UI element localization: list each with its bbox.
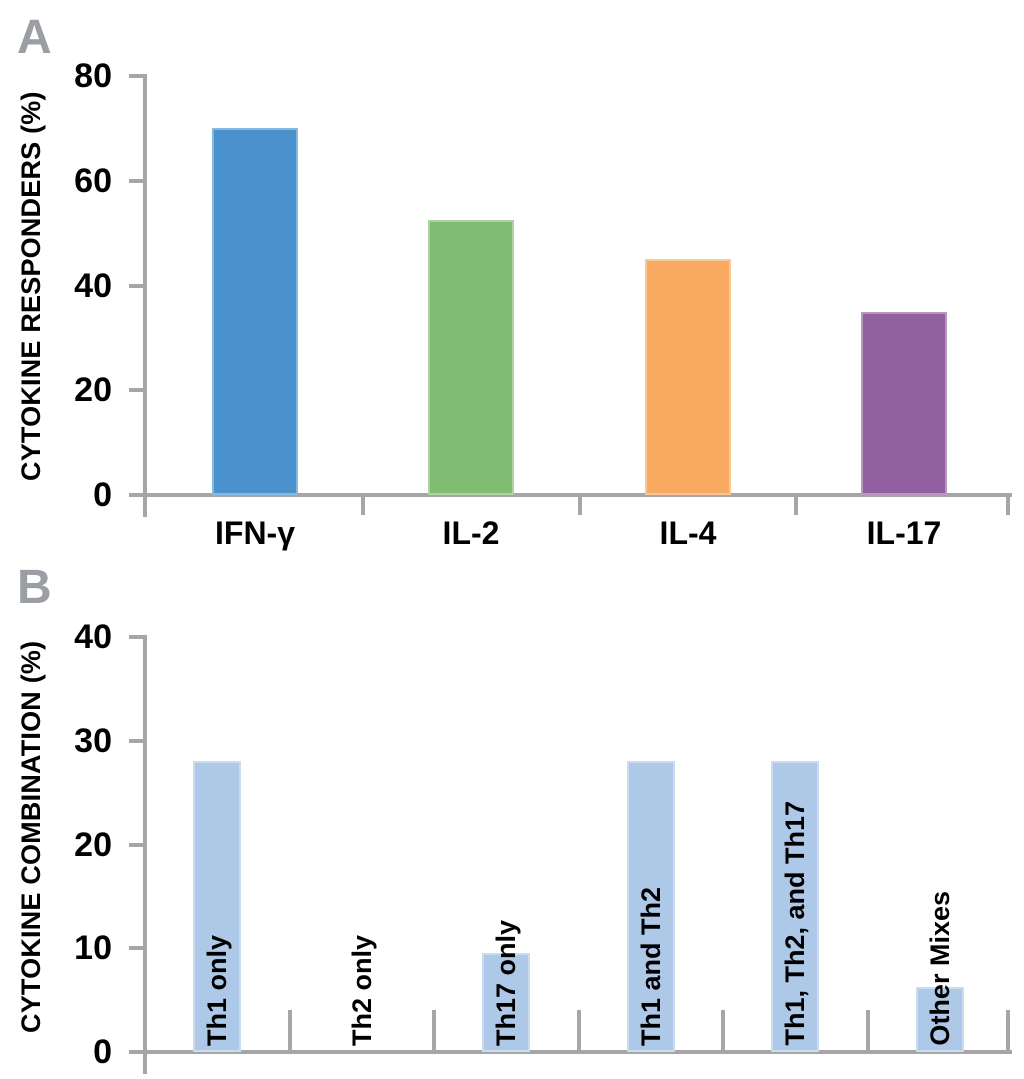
x-category-label: IL-17 xyxy=(866,515,942,551)
bar xyxy=(627,761,675,1052)
x-category-label: Th1, Th2, and Th17 xyxy=(780,801,810,1046)
bar xyxy=(428,220,514,495)
y-tick-label: 30 xyxy=(74,722,112,760)
x-axis-line xyxy=(143,1050,1012,1054)
bar xyxy=(193,761,241,1052)
y-tick-label: 0 xyxy=(93,1033,112,1071)
y-tick-label: 40 xyxy=(74,267,112,305)
x-category-separator-tick xyxy=(794,497,798,515)
x-category-separator-tick xyxy=(1006,1010,1010,1050)
x-category-separator-tick xyxy=(578,497,582,515)
x-category-separator-tick xyxy=(577,1010,581,1050)
x-category-separator-tick xyxy=(866,1010,870,1050)
y-tick-label: 80 xyxy=(74,57,112,95)
bar xyxy=(482,953,530,1052)
y-tick-label: 60 xyxy=(74,162,112,200)
x-category-label: IL-2 xyxy=(442,515,500,551)
x-category-separator-tick xyxy=(432,1010,436,1050)
y-tick-mark xyxy=(129,284,143,288)
bar xyxy=(645,259,731,495)
panel-a-letter: A xyxy=(17,11,52,64)
y-tick-mark xyxy=(129,635,143,639)
x-category-separator-tick xyxy=(361,497,365,515)
bar xyxy=(771,761,819,1052)
y-tick-mark xyxy=(129,946,143,950)
y-tick-mark xyxy=(129,1050,143,1054)
x-category-separator-tick xyxy=(288,1010,292,1050)
y-tick-label: 20 xyxy=(74,371,112,409)
y-tick-mark xyxy=(129,843,143,847)
y-tick-label: 20 xyxy=(74,826,112,864)
x-category-label: Th1 only xyxy=(202,934,232,1046)
y-tick-mark xyxy=(129,74,143,78)
y-tick-mark xyxy=(129,179,143,183)
bar xyxy=(212,128,298,495)
x-category-label: Th17 only xyxy=(491,919,521,1046)
y-axis-line xyxy=(143,635,147,1074)
x-category-label: IL-4 xyxy=(659,515,717,551)
x-axis-line xyxy=(143,493,1012,497)
y-tick-label: 10 xyxy=(74,929,112,967)
y-tick-label: 40 xyxy=(74,618,112,656)
x-category-label: IFN-γ xyxy=(215,515,295,551)
panel-b-letter: B xyxy=(17,561,52,614)
x-category-separator-tick xyxy=(1006,497,1010,515)
y-tick-mark xyxy=(129,388,143,392)
bar xyxy=(861,312,947,495)
y-tick-mark xyxy=(129,739,143,743)
x-category-label: Th2 only xyxy=(347,934,377,1046)
y-tick-label: 0 xyxy=(93,476,112,514)
bar xyxy=(916,987,964,1052)
x-category-label: Th1 and Th2 xyxy=(636,886,666,1046)
x-category-separator-tick xyxy=(721,1010,725,1050)
x-category-label: Other Mixes xyxy=(925,891,955,1046)
y-tick-mark xyxy=(129,493,143,497)
y-axis-line xyxy=(143,74,147,517)
